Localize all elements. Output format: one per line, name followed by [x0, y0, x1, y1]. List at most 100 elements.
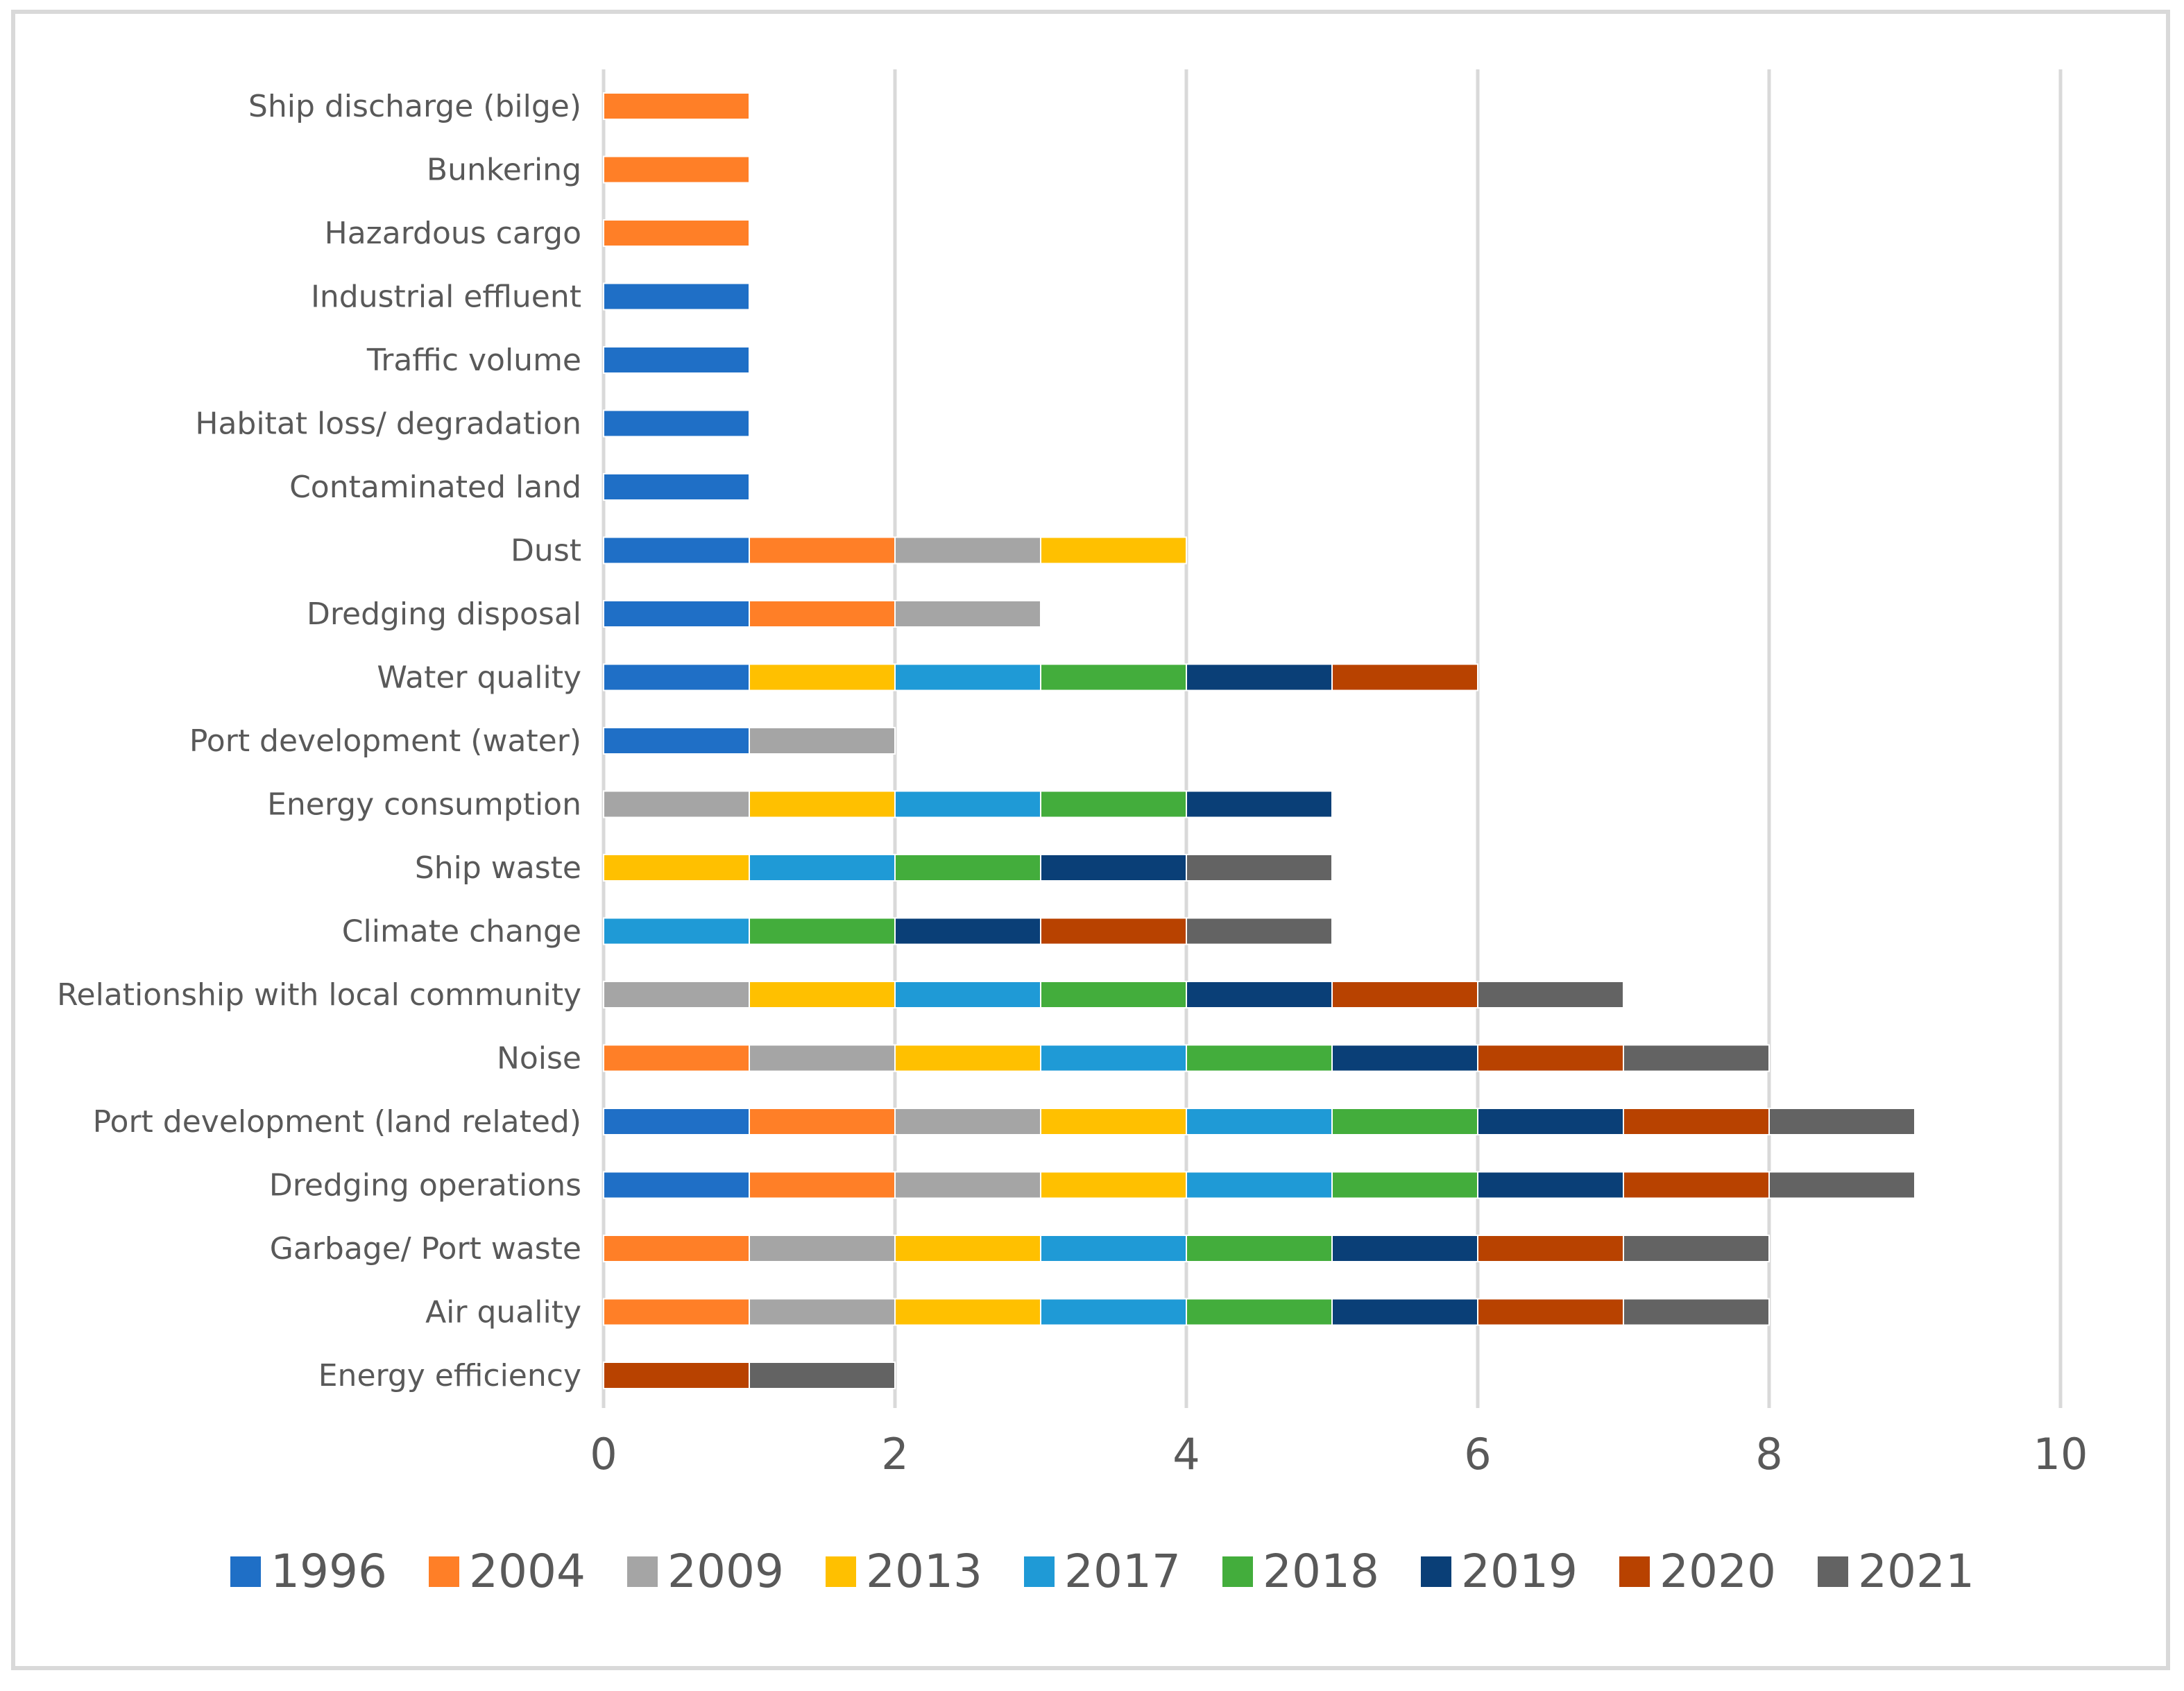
- bar-traffic-volume-1996: [603, 346, 750, 374]
- category-label-climate-change: Climate change: [342, 914, 581, 950]
- chart-frame: Ship discharge (bilge) Bunkering Hazardous…: [11, 10, 2170, 1670]
- legend-swatch-2013: [826, 1556, 856, 1587]
- bar-air-quality-2013: [894, 1298, 1041, 1326]
- bar-air-quality-2019: [1331, 1298, 1478, 1326]
- legend-item-2004: 2004: [429, 1545, 586, 1598]
- legend-label-2020: 2020: [1660, 1545, 1776, 1598]
- bar-noise-2017: [1040, 1044, 1187, 1072]
- bar-habitat-loss-degradation-1996: [603, 409, 750, 438]
- category-label-dredging-operations: Dredging operations: [269, 1168, 581, 1203]
- bar-energy-consumption-2017: [894, 790, 1041, 818]
- legend-swatch-2021: [1818, 1556, 1848, 1587]
- bar-noise-2009: [749, 1044, 896, 1072]
- legend-item-2017: 2017: [1024, 1545, 1181, 1598]
- category-label-hazardous-cargo: Hazardous cargo: [325, 216, 581, 251]
- legend-label-2009: 2009: [667, 1545, 784, 1598]
- legend-label-1996: 1996: [271, 1545, 387, 1598]
- bar-water-quality-2020: [1331, 663, 1478, 692]
- category-label-air-quality: Air quality: [425, 1295, 581, 1330]
- bar-relationship-with-local-community-2013: [749, 981, 896, 1008]
- bar-industrial-effluent-1996: [603, 282, 750, 311]
- bar-garbage-port-waste-2013: [894, 1235, 1041, 1262]
- legend-swatch-2017: [1024, 1556, 1055, 1587]
- bar-noise-2020: [1477, 1044, 1624, 1072]
- bar-air-quality-2018: [1186, 1298, 1333, 1326]
- bar-air-quality-2020: [1477, 1298, 1624, 1326]
- category-label-port-development-water: Port development (water): [189, 723, 581, 759]
- stacked-bar-chart: Ship discharge (bilge) Bunkering Hazardous…: [57, 69, 2088, 1598]
- bar-dredging-disposal-2009: [894, 600, 1041, 628]
- legend-label-2004: 2004: [469, 1545, 586, 1598]
- legend-swatch-2018: [1222, 1556, 1253, 1587]
- bar-garbage-port-waste-2004: [603, 1235, 750, 1262]
- bar-climate-change-2017: [603, 917, 750, 945]
- bar-energy-consumption-2013: [749, 790, 896, 818]
- bar-ship-waste-2019: [1040, 854, 1187, 882]
- bar-port-development-land-related-2017: [1186, 1108, 1333, 1135]
- bar-garbage-port-waste-2018: [1186, 1235, 1333, 1262]
- category-label-dust: Dust: [511, 533, 581, 569]
- bar-energy-consumption-2019: [1186, 790, 1333, 818]
- bar-relationship-with-local-community-2017: [894, 981, 1041, 1008]
- bar-dredging-operations-2004: [749, 1171, 896, 1199]
- legend-label-2018: 2018: [1263, 1545, 1379, 1598]
- bar-garbage-port-waste-2009: [749, 1235, 896, 1262]
- bar-dust-2004: [749, 536, 896, 565]
- x-tick-label-0: 0: [590, 1429, 617, 1479]
- legend-swatch-2020: [1619, 1556, 1650, 1587]
- bar-air-quality-2021: [1623, 1298, 1770, 1326]
- legend-item-2020: 2020: [1619, 1545, 1776, 1598]
- bar-port-development-land-related-2021: [1768, 1108, 1916, 1135]
- bar-dredging-operations-2013: [1040, 1171, 1187, 1199]
- legend-label-2013: 2013: [866, 1545, 982, 1598]
- bar-port-development-land-related-2019: [1477, 1108, 1624, 1135]
- category-label-contaminated-land: Contaminated land: [289, 470, 581, 505]
- bar-port-development-land-related-2020: [1623, 1108, 1770, 1135]
- category-label-dredging-disposal: Dredging disposal: [307, 596, 581, 632]
- bar-garbage-port-waste-2017: [1040, 1235, 1187, 1262]
- bar-ship-waste-2021: [1186, 854, 1333, 882]
- category-label-noise: Noise: [497, 1041, 581, 1076]
- legend-item-2021: 2021: [1818, 1545, 1974, 1598]
- x-tick-label-4: 4: [1172, 1429, 1200, 1479]
- bar-climate-change-2020: [1040, 917, 1187, 945]
- category-label-ship-discharge-bilge: Ship discharge (bilge): [248, 89, 581, 124]
- bar-port-development-land-related-2018: [1331, 1108, 1478, 1135]
- legend-item-1996: 1996: [230, 1545, 387, 1598]
- category-label-port-development-land-related: Port development (land related): [93, 1104, 581, 1140]
- bar-port-development-land-related-2004: [749, 1108, 896, 1135]
- bar-dredging-disposal-1996: [603, 600, 750, 628]
- legend-item-2018: 2018: [1222, 1545, 1379, 1598]
- category-label-garbage-port-waste: Garbage/ Port waste: [270, 1231, 581, 1267]
- bar-water-quality-2019: [1186, 663, 1333, 692]
- bar-noise-2013: [894, 1044, 1041, 1072]
- bar-contaminated-land-1996: [603, 473, 750, 501]
- x-tick-label-10: 10: [2033, 1429, 2088, 1479]
- bar-bunkering-2004: [603, 155, 750, 184]
- x-tick-label-6: 6: [1464, 1429, 1491, 1479]
- category-label-traffic-volume: Traffic volume: [366, 343, 581, 378]
- category-label-water-quality: Water quality: [377, 660, 581, 696]
- bar-ship-waste-2013: [603, 854, 750, 882]
- bar-garbage-port-waste-2020: [1477, 1235, 1624, 1262]
- legend-swatch-2004: [429, 1556, 459, 1587]
- legend-swatch-2009: [627, 1556, 658, 1587]
- bar-water-quality-1996: [603, 663, 750, 692]
- bar-ship-discharge-bilge-2004: [603, 92, 750, 120]
- bar-port-development-water-2009: [749, 727, 896, 755]
- bar-dredging-operations-2017: [1186, 1171, 1333, 1199]
- category-label-energy-efficiency: Energy efficiency: [318, 1358, 581, 1393]
- bar-ship-waste-2017: [749, 854, 896, 882]
- bar-water-quality-2013: [749, 663, 896, 692]
- bar-port-development-land-related-2009: [894, 1108, 1041, 1135]
- bar-energy-consumption-2009: [603, 790, 750, 818]
- bar-climate-change-2021: [1186, 917, 1333, 945]
- legend-label-2021: 2021: [1858, 1545, 1974, 1598]
- category-label-industrial-effluent: Industrial effluent: [311, 280, 581, 315]
- bar-energy-efficiency-2021: [749, 1362, 896, 1389]
- bar-port-development-land-related-2013: [1040, 1108, 1187, 1135]
- category-label-habitat-loss-degradation: Habitat loss/ degradation: [195, 406, 581, 442]
- legend-swatch-1996: [230, 1556, 261, 1587]
- bar-port-development-land-related-1996: [603, 1108, 750, 1135]
- bar-relationship-with-local-community-2020: [1331, 981, 1478, 1008]
